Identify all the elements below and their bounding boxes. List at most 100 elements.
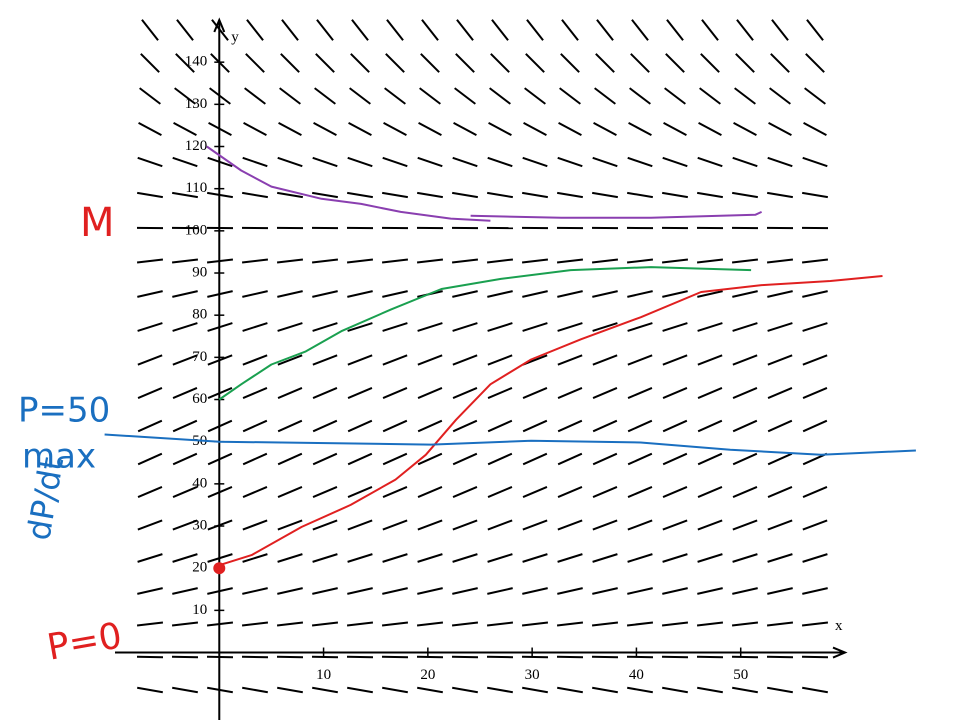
slope-segment	[560, 53, 580, 73]
slope-segment	[592, 587, 618, 595]
slope-segment	[732, 156, 758, 168]
slope-segment	[522, 452, 548, 466]
slope-segment	[802, 322, 828, 332]
slope-segment	[421, 19, 439, 41]
slope-segment	[697, 386, 723, 400]
slope-segment	[626, 655, 654, 659]
y-tick-label: 20	[192, 560, 207, 576]
slope-segment	[522, 519, 548, 531]
slope-segment	[806, 19, 824, 41]
slope-segment	[732, 386, 758, 400]
slope-segment	[137, 419, 163, 433]
slope-segment	[242, 290, 268, 298]
slope-segment	[246, 19, 264, 41]
slope-segment	[802, 587, 828, 595]
slope-segment	[487, 386, 513, 400]
slope-segment	[138, 121, 162, 137]
slope-segment	[732, 519, 758, 531]
slope-segment	[416, 621, 444, 627]
slope-segment	[242, 354, 268, 366]
slope-segment	[663, 121, 687, 137]
slope-segment	[697, 290, 723, 298]
slope-segment	[452, 486, 478, 498]
curve	[104, 433, 916, 456]
slope-segment	[627, 419, 653, 433]
slope-segment	[736, 19, 754, 41]
y-tick-label: 10	[192, 602, 207, 618]
slope-segment	[697, 587, 723, 595]
slope-segment	[347, 322, 373, 332]
slope-segment	[802, 419, 828, 433]
slope-segment	[522, 322, 548, 332]
slope-segment	[522, 191, 548, 199]
slope-segment	[452, 386, 478, 400]
slope-segment	[312, 519, 338, 531]
slope-segment	[486, 258, 514, 264]
x-tick-label: 30	[525, 667, 540, 683]
slope-segment	[136, 655, 164, 659]
slope-segment	[592, 519, 618, 531]
slope-segment	[733, 121, 757, 137]
slope-segment	[347, 156, 373, 168]
slope-segment	[627, 519, 653, 531]
slope-segment	[137, 191, 163, 199]
slope-segment	[697, 553, 723, 563]
slope-segment	[526, 19, 544, 41]
slope-segment	[487, 354, 513, 366]
slope-segment	[557, 290, 583, 298]
slope-segment	[386, 19, 404, 41]
slope-segment	[242, 322, 268, 332]
slope-segment	[172, 322, 198, 332]
slope-segment	[627, 156, 653, 168]
slope-segment	[521, 621, 549, 627]
slope-segment	[487, 686, 513, 694]
slope-segment	[697, 419, 723, 433]
slope-segment	[171, 621, 199, 627]
slope-segment	[487, 156, 513, 168]
slope-segment	[801, 258, 829, 264]
slope-segment	[732, 354, 758, 366]
slope-segment	[626, 621, 654, 627]
slope-segment	[312, 419, 338, 433]
slope-segment	[382, 191, 408, 199]
slope-segment	[522, 419, 548, 433]
slope-segment	[417, 419, 443, 433]
slope-segment	[593, 121, 617, 137]
slope-segment	[137, 452, 163, 466]
y-tick-label: 120	[185, 138, 208, 154]
slope-segment	[801, 621, 829, 627]
slope-segment	[594, 87, 616, 105]
slope-segment	[137, 587, 163, 595]
slope-segment	[662, 156, 688, 168]
y-tick-label: 60	[192, 391, 207, 407]
slope-segment	[347, 452, 373, 466]
slope-segment	[312, 486, 338, 498]
slope-segment	[311, 621, 339, 627]
slope-segment	[242, 519, 268, 531]
slope-segment	[314, 87, 336, 105]
slope-segment	[696, 258, 724, 264]
slope-segment	[627, 686, 653, 694]
slope-segment	[558, 121, 582, 137]
slope-segment	[277, 587, 303, 595]
annotation: P=0	[44, 615, 125, 668]
slope-segment	[172, 486, 198, 498]
slope-segment	[277, 486, 303, 498]
slope-segment	[631, 19, 649, 41]
slope-segment	[522, 553, 548, 563]
slope-segment	[417, 156, 443, 168]
slope-segment	[137, 686, 163, 694]
slope-segment	[596, 19, 614, 41]
slope-segment	[173, 121, 197, 137]
slope-segment	[382, 419, 408, 433]
slope-segment	[731, 655, 759, 659]
slope-segment	[697, 519, 723, 531]
slope-segment	[417, 386, 443, 400]
slope-segment	[557, 322, 583, 332]
slope-segment	[452, 452, 478, 466]
slope-segment	[767, 587, 793, 595]
slope-segment	[382, 156, 408, 168]
slope-segment	[347, 553, 373, 563]
slope-segment	[766, 621, 794, 627]
slope-segment	[417, 191, 443, 199]
